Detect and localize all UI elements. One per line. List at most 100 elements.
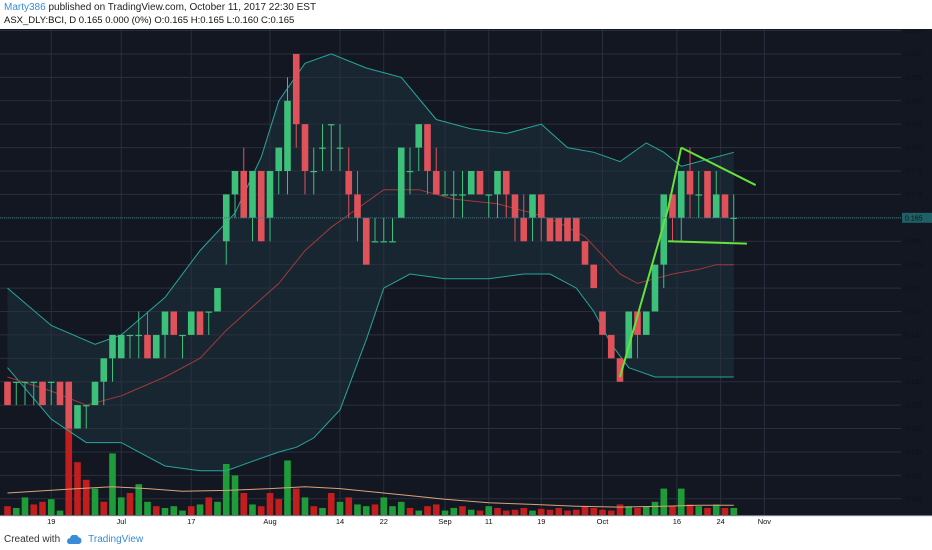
volume-bar	[249, 504, 256, 515]
volume-bar	[537, 508, 545, 515]
candle-body	[406, 171, 414, 173]
volume-bar	[222, 463, 230, 515]
x-tick-label: 19	[537, 517, 545, 526]
y-tick-label: 0.130	[905, 379, 923, 386]
tradingview-link[interactable]: TradingView	[88, 534, 144, 545]
candle-body	[362, 217, 370, 265]
volume-bar	[117, 497, 125, 515]
volume-bar	[651, 501, 659, 515]
x-tick-label: 17	[187, 517, 195, 526]
last-price-label: 0.165	[905, 215, 923, 222]
footer: Created with TradingView	[4, 534, 143, 545]
candle-body	[354, 194, 361, 218]
candle-body	[459, 194, 466, 196]
volume-bar	[39, 501, 46, 515]
volume-bar	[371, 504, 379, 515]
candle-body	[590, 264, 598, 289]
tradingview-cloud-icon	[67, 534, 82, 544]
last-price-badge	[902, 212, 932, 223]
x-tick-label: Aug	[263, 517, 276, 526]
volume-bar	[669, 506, 676, 515]
x-tick-label: Sep	[438, 517, 451, 526]
volume-bar	[292, 488, 300, 515]
y-tick-label: 0.190	[905, 98, 923, 105]
candle-body	[529, 194, 536, 218]
y-tick-label: 0.200	[905, 51, 923, 58]
y-tick-label: 0.175	[905, 169, 923, 176]
volume-bar	[712, 504, 720, 515]
candle-body	[397, 147, 405, 218]
candle-body	[581, 241, 589, 265]
volume-bar	[695, 506, 703, 515]
candle-body	[91, 381, 99, 406]
volume-bar	[432, 504, 440, 515]
candle-body	[642, 311, 650, 335]
y-tick-label: 0.150	[905, 286, 923, 293]
volume-bar	[65, 427, 73, 515]
x-tick-label: Nov	[758, 517, 772, 526]
volume-bar	[257, 506, 265, 515]
volume-bar	[12, 507, 20, 515]
volume-bar	[581, 506, 589, 515]
symbol-info: ASX_DLY:BCI, D 0.165 0.000 (0%) O:0.165 …	[4, 15, 295, 26]
candle-body	[249, 171, 256, 218]
candle-body	[485, 194, 493, 196]
y-tick-label: 0.195	[905, 75, 923, 82]
x-tick-label: 19	[47, 517, 55, 526]
trend-line	[619, 208, 670, 378]
y-tick-label: 0.185	[905, 122, 923, 129]
volume-bar	[319, 507, 326, 515]
candle-body	[310, 171, 318, 173]
candle-body	[161, 311, 169, 335]
price-axis-background	[901, 29, 932, 516]
volume-bar	[354, 504, 361, 515]
candle-body	[319, 147, 326, 149]
volume-bar	[406, 507, 414, 515]
author-link[interactable]: Marty386	[4, 2, 46, 13]
candle-body	[56, 381, 64, 406]
candle-body	[695, 194, 703, 196]
volume-bar	[642, 506, 650, 515]
volume-bar	[231, 475, 239, 515]
candle-body	[196, 311, 204, 335]
candle-body	[651, 264, 659, 312]
plot-background	[0, 29, 901, 516]
x-tick-label: 14	[336, 517, 344, 526]
volume-bar	[275, 499, 283, 515]
volume-bar	[424, 506, 431, 515]
y-tick-label: 0.180	[905, 145, 923, 152]
y-tick-label: 0.170	[905, 192, 923, 199]
candle-body	[555, 217, 563, 242]
candle-body	[616, 358, 624, 382]
candle-body	[292, 53, 300, 125]
volume-bar	[616, 504, 624, 515]
volume-bar	[345, 497, 353, 515]
y-tick-label: 0.140	[905, 332, 923, 339]
candle-body	[205, 311, 213, 313]
candle-body	[266, 171, 274, 218]
volume-bar	[389, 506, 396, 515]
bollinger-basis-line	[7, 189, 734, 406]
volume-bar	[546, 509, 554, 515]
trend-line	[680, 146, 757, 186]
candle-body	[520, 217, 528, 242]
candle-body	[231, 171, 239, 195]
y-tick-label: 0.110	[905, 473, 922, 480]
volume-bar	[4, 506, 11, 515]
candle-body	[441, 194, 449, 196]
trend-line	[667, 147, 683, 209]
candle-body	[100, 358, 108, 382]
candle-body	[371, 241, 379, 243]
price-chart[interactable]: 0.205 0.200 0.195 0.190 0.185 0.180 0.175 0.170…	[0, 29, 932, 531]
candle-body	[82, 405, 90, 407]
candle-body	[284, 100, 291, 172]
candle-body	[730, 217, 738, 220]
y-tick-label: 0.160	[905, 239, 923, 246]
candle-body	[599, 311, 606, 335]
y-tick-label: 0.105	[905, 496, 923, 503]
volume-bar	[30, 504, 38, 515]
volume-bar	[607, 510, 615, 515]
volume-bar	[170, 506, 178, 515]
volume-bar	[336, 501, 344, 515]
volume-bar	[459, 506, 466, 515]
